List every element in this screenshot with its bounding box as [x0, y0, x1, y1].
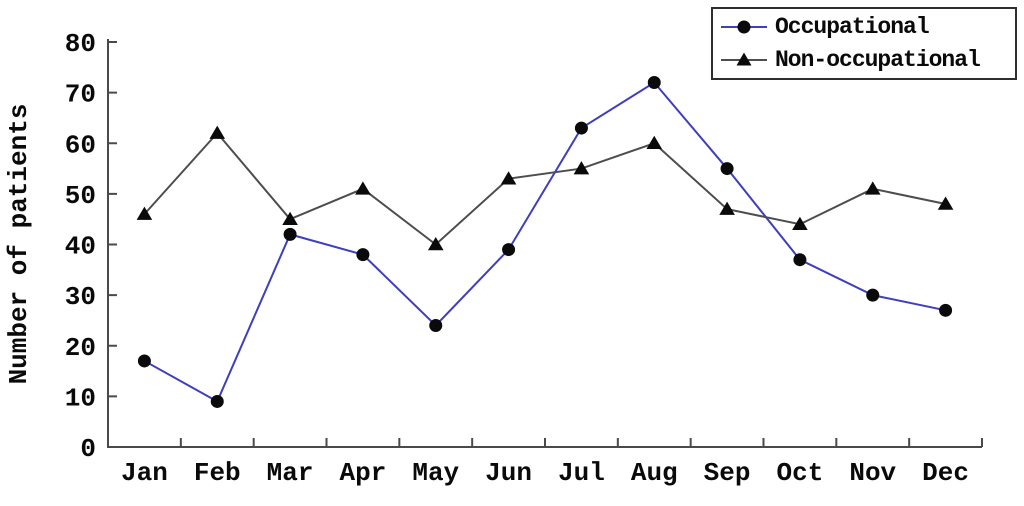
- y-tick-label-40: 40: [65, 232, 96, 262]
- y-tick-label-70: 70: [65, 80, 96, 110]
- occupational-point-aug: [647, 76, 661, 89]
- occupational-point-nov: [866, 288, 880, 302]
- non-occupational-point-sep: [719, 201, 735, 215]
- x-tick-label-apr: Apr: [340, 458, 387, 488]
- legend-label-occupational: Occupational: [775, 14, 930, 40]
- legend-label-non-occupational: Non-occupational: [775, 47, 981, 73]
- y-tick-label-20: 20: [65, 333, 96, 363]
- x-tick-label-mar: Mar: [267, 458, 314, 488]
- legend-item-non-occupational: Non-occupational: [719, 44, 1009, 76]
- x-tick-label-jun: Jun: [485, 458, 532, 488]
- occupational-point-sep: [720, 162, 734, 176]
- non-occupational-point-jun: [500, 171, 517, 185]
- non-occupational-series-sample-icon: [721, 52, 767, 66]
- occupational-series-sample-icon: [721, 20, 767, 34]
- non-occupational-point-dec: [937, 196, 954, 210]
- y-tick-label-30: 30: [65, 282, 96, 312]
- non-occupational-point-feb: [209, 125, 226, 139]
- occupational-point-may: [429, 319, 443, 332]
- non-occupational-point-oct: [792, 216, 808, 231]
- x-tick-label-feb: Feb: [194, 458, 241, 488]
- occupational-point-feb: [210, 394, 224, 408]
- occupational-point-jun: [502, 243, 516, 257]
- y-tick-label-80: 80: [65, 29, 96, 59]
- occupational-point-dec: [939, 303, 953, 317]
- x-tick-label-sep: Sep: [704, 458, 751, 488]
- circle-marker-icon: [737, 20, 751, 34]
- non-occupational-point-apr: [355, 181, 371, 195]
- x-tick-label-jan: Jan: [121, 458, 168, 488]
- x-tick-label-oct: Oct: [777, 458, 824, 488]
- occupational-point-jul: [574, 121, 588, 135]
- y-tick-label-50: 50: [65, 181, 96, 211]
- x-tick-label-aug: Aug: [631, 458, 678, 488]
- non-occupational-point-aug: [646, 135, 663, 150]
- occupational-point-oct: [793, 253, 807, 267]
- triangle-marker-icon: [736, 52, 752, 66]
- y-tick-label-60: 60: [65, 130, 96, 160]
- occupational-point-jan: [137, 354, 151, 368]
- non-occupational-line: [143, 131, 946, 246]
- x-tick-label-dec: Dec: [922, 458, 969, 488]
- y-tick-label-10: 10: [65, 383, 96, 413]
- occupational-point-mar: [283, 227, 297, 241]
- non-occupational-point-jan: [136, 206, 153, 220]
- non-occupational-point-jul: [573, 161, 590, 175]
- non-occupational-point-may: [427, 237, 444, 251]
- occupational-point-apr: [356, 248, 370, 262]
- legend-item-occupational: Occupational: [719, 11, 1009, 43]
- y-axis-title: Number of patients: [4, 104, 34, 385]
- non-occupational-point-mar: [282, 211, 298, 225]
- y-tick-label-0: 0: [80, 434, 96, 464]
- legend: Occupational Non-occupational: [711, 7, 1017, 80]
- occupational-line: [143, 81, 946, 403]
- x-tick-label-jul: Jul: [558, 458, 605, 488]
- x-tick-label-nov: Nov: [849, 458, 896, 488]
- x-tick-label-may: May: [412, 458, 459, 488]
- non-occupational-point-nov: [864, 181, 881, 195]
